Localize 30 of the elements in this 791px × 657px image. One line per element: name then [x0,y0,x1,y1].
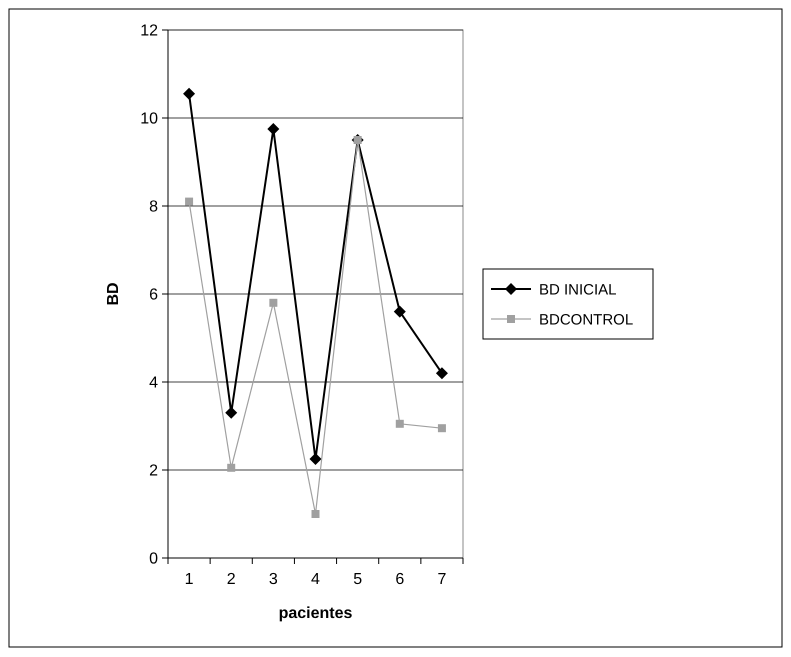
x-tick-label: 3 [268,571,278,588]
y-axis-title: BD [105,282,122,306]
point [438,424,446,432]
x-tick-label: 6 [395,571,404,588]
point [185,198,194,206]
y-tick-label: 2 [149,462,158,480]
point [183,88,196,100]
y-tick-label: 12 [140,22,158,40]
point [267,123,280,135]
y-tick-label: 10 [140,110,158,128]
point [436,367,448,380]
y-tick-label: 0 [149,550,158,568]
x-tick-label: 1 [184,571,194,588]
point [227,464,236,472]
x-tick-label: 4 [311,571,320,588]
y-tick-label: 4 [149,374,158,392]
x-tick-label: 7 [437,571,446,588]
x-tick-label: 5 [353,571,362,588]
point [225,406,238,419]
point [269,298,278,307]
legend-label: BD INICIAL [539,281,617,298]
y-tick-label: 8 [149,198,158,216]
point [394,306,406,318]
point [312,510,320,518]
x-tick-label: 2 [226,571,236,588]
point [396,420,404,428]
y-tick-label: 6 [149,286,158,304]
x-axis-title: pacientes [278,605,353,622]
point [310,453,322,465]
legend-label: BDCONTROL [539,311,634,328]
